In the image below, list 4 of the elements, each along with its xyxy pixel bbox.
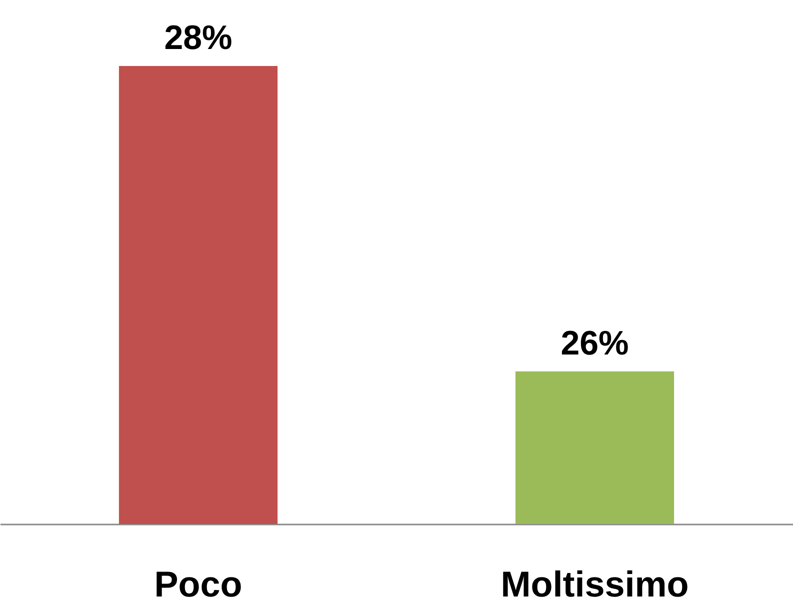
x-tick-label: Poco xyxy=(154,564,242,604)
data-label: 28% xyxy=(164,19,232,57)
data-label: 26% xyxy=(560,324,629,362)
x-tick-label: Moltissimo xyxy=(500,564,689,604)
